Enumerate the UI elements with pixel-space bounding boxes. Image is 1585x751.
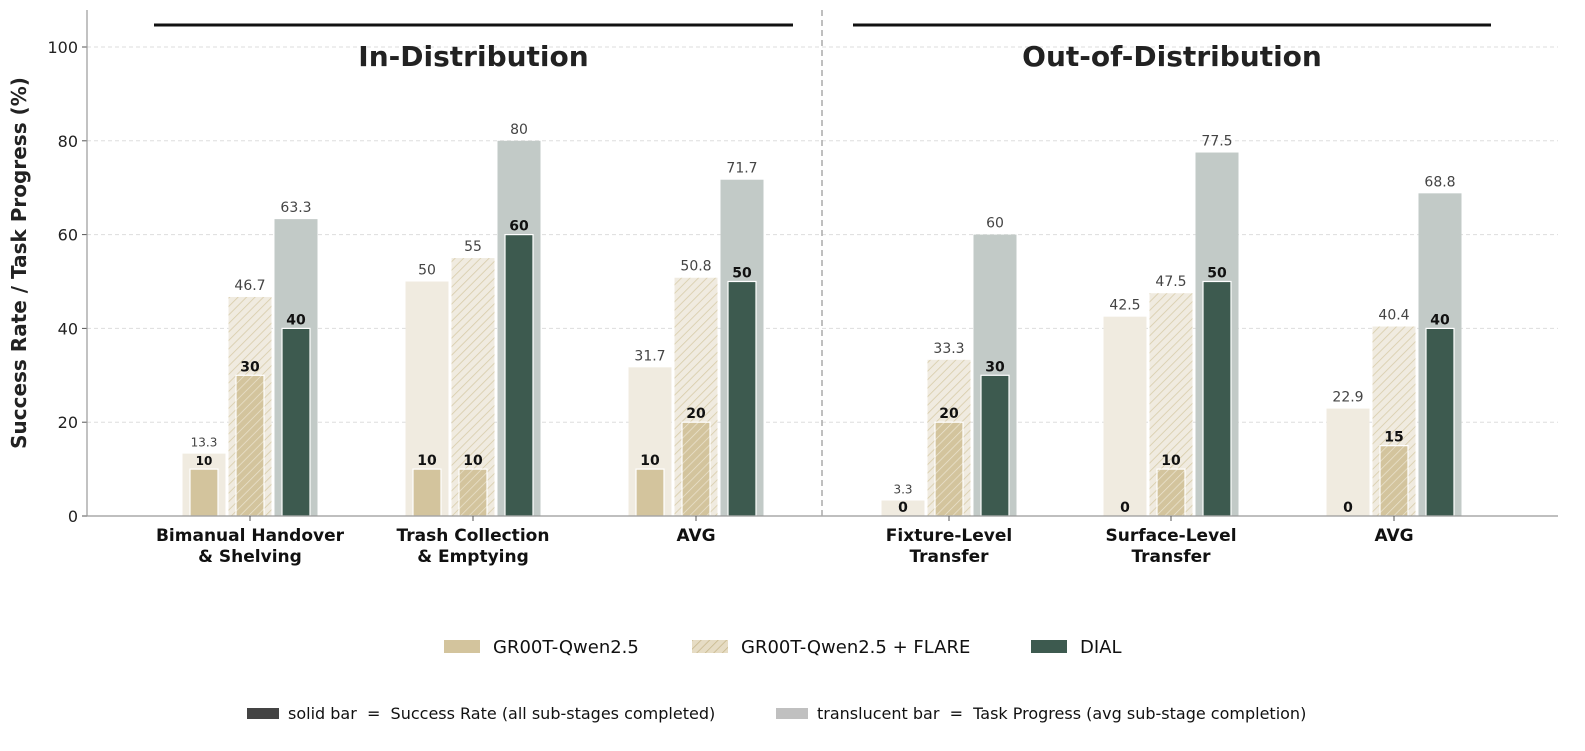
group-title: In-Distribution [358, 40, 588, 73]
success-rate-label: 60 [509, 219, 529, 235]
success-rate-label: 10 [196, 454, 213, 468]
y-tick-label: 0 [68, 507, 78, 526]
legend-swatch [692, 640, 728, 653]
success-rate-label: 20 [939, 406, 959, 422]
task-progress-label: 80 [510, 122, 528, 138]
success-rate-label: 30 [240, 359, 260, 375]
y-axis-label: Success Rate / Task Progress (%) [7, 77, 31, 449]
success-rate-bar [412, 468, 442, 517]
task-progress-label: 42.5 [1109, 298, 1140, 314]
task-progress-label: 47.5 [1155, 274, 1186, 290]
success-rate-label: 30 [985, 359, 1005, 375]
success-rate-label: 50 [1207, 266, 1227, 282]
task-progress-label: 63.3 [280, 200, 311, 216]
category-label: Fixture-Level [886, 526, 1012, 546]
success-rate-bar [1202, 280, 1232, 517]
success-rate-label: 15 [1384, 430, 1403, 446]
task-progress-label: 50 [418, 263, 436, 279]
success-rate-label: 10 [417, 453, 437, 469]
success-rate-bar [189, 468, 219, 517]
success-rate-bar [727, 280, 757, 517]
task-progress-label: 55 [464, 239, 482, 255]
legend-label: DIAL [1080, 637, 1122, 658]
success-rate-label: 0 [898, 500, 908, 516]
success-rate-label: 20 [686, 406, 706, 422]
success-rate-label: 0 [1343, 500, 1353, 516]
success-rate-label: 40 [286, 312, 306, 328]
task-progress-label: 50.8 [680, 259, 711, 275]
legend-label: GR00T-Qwen2.5 [493, 637, 639, 658]
success-rate-label: 50 [732, 266, 752, 282]
group-title: Out-of-Distribution [1022, 40, 1322, 73]
y-tick-label: 40 [58, 319, 78, 338]
success-rate-bar [1379, 445, 1409, 517]
success-rate-bar [281, 327, 311, 517]
task-progress-label: 40.4 [1378, 308, 1409, 324]
y-tick-label: 60 [58, 226, 78, 245]
task-progress-label: 13.3 [191, 436, 218, 450]
category-label: Bimanual Handover [156, 526, 345, 546]
success-rate-bar [458, 468, 488, 517]
success-rate-bar [635, 468, 665, 517]
legend-label: GR00T-Qwen2.5 + FLARE [741, 637, 970, 658]
success-rate-label: 10 [640, 453, 660, 469]
success-rate-bar [235, 374, 265, 517]
category-label: AVG [1374, 526, 1413, 546]
category-label: AVG [676, 526, 715, 546]
legend-swatch [444, 640, 480, 653]
success-rate-bar [934, 421, 964, 517]
note-text: translucent bar = Task Progress (avg sub… [817, 704, 1306, 723]
success-rate-bar [1156, 468, 1186, 517]
note-text: solid bar = Success Rate (all sub-stages… [288, 704, 715, 723]
task-progress-label: 71.7 [726, 161, 757, 177]
category-label: & Emptying [417, 547, 529, 567]
note-swatch [776, 708, 808, 719]
task-progress-label: 3.3 [893, 483, 912, 497]
success-rate-bar [504, 234, 534, 517]
task-progress-label: 46.7 [234, 278, 265, 294]
category-label: Surface-Level [1105, 526, 1236, 546]
category-label: Trash Collection [397, 526, 550, 546]
task-progress-label: 77.5 [1201, 134, 1232, 150]
category-label: Transfer [909, 547, 989, 567]
task-progress-label: 60 [986, 216, 1004, 232]
task-progress-bar [1326, 408, 1370, 516]
y-tick-label: 80 [58, 132, 78, 151]
y-tick-label: 20 [58, 413, 78, 432]
success-rate-bar [1425, 327, 1455, 517]
task-progress-label: 33.3 [933, 341, 964, 357]
category-label: & Shelving [198, 547, 302, 567]
success-rate-label: 0 [1120, 500, 1130, 516]
success-rate-label: 10 [1161, 453, 1181, 469]
legend-swatch [1031, 640, 1067, 653]
success-rate-label: 40 [1430, 312, 1450, 328]
task-progress-label: 22.9 [1332, 390, 1363, 406]
success-rate-bar [980, 374, 1010, 517]
success-rate-bar [681, 421, 711, 517]
success-rate-label: 10 [463, 453, 483, 469]
task-progress-label: 68.8 [1424, 174, 1455, 190]
note-swatch [247, 708, 279, 719]
task-progress-bar [1103, 316, 1147, 516]
category-label: Transfer [1131, 547, 1211, 567]
task-progress-label: 31.7 [634, 348, 665, 364]
task-progress-bar [881, 500, 925, 516]
y-tick-label: 100 [47, 38, 78, 57]
